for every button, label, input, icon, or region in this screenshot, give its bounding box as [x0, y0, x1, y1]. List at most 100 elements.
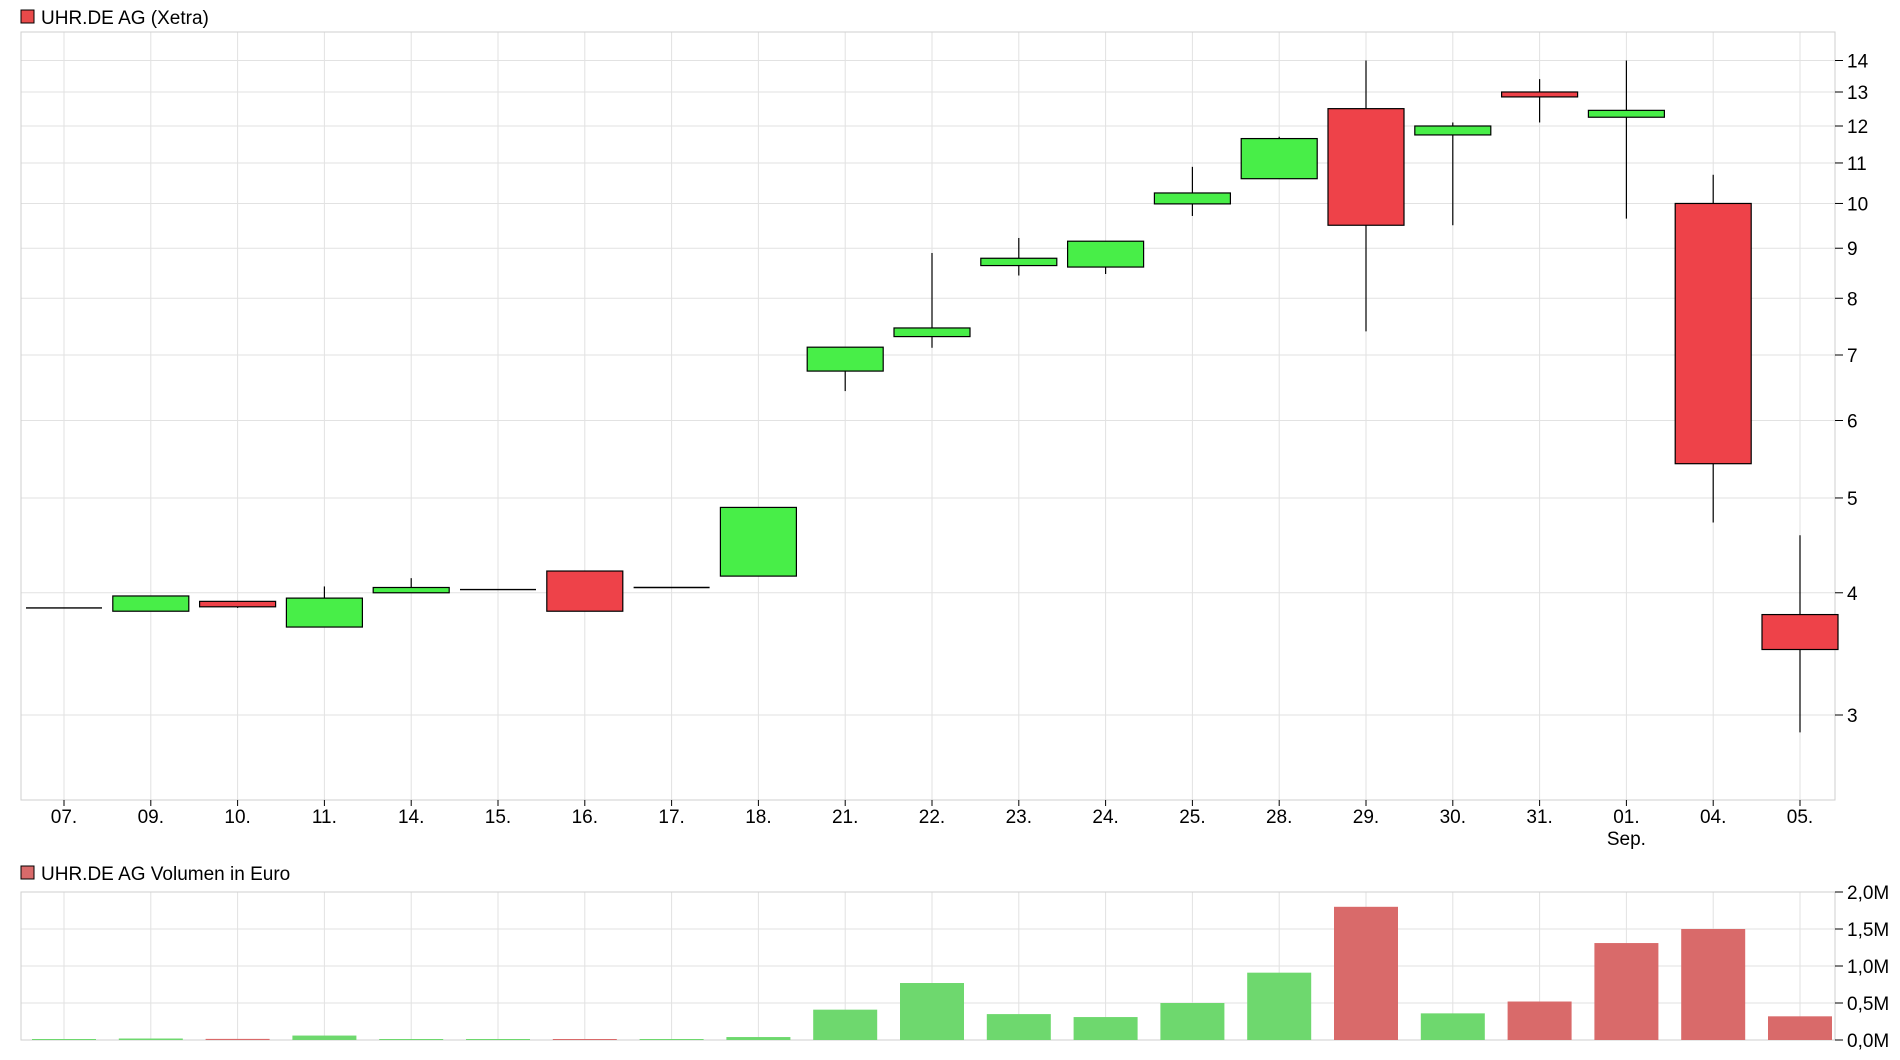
candle-body — [112, 595, 190, 612]
price-chart-title: UHR.DE AG (Xetra) — [41, 8, 209, 29]
price-y-tick-label: 11 — [1847, 154, 1867, 175]
price-y-tick-label: 6 — [1847, 411, 1858, 432]
volume-bar — [379, 1039, 444, 1040]
candle-body — [1761, 613, 1839, 651]
volume-bar-series — [32, 906, 1832, 1040]
price-x-month-label: Sep. — [1607, 829, 1646, 850]
volume-bar — [1247, 972, 1312, 1040]
price-y-tick-label: 4 — [1847, 584, 1858, 605]
price-y-tick-label: 3 — [1847, 706, 1858, 727]
volume-y-tick-label: 0,5M — [1847, 994, 1889, 1015]
volume-bar — [32, 1039, 96, 1040]
candle — [806, 346, 884, 392]
candle-body — [199, 600, 277, 608]
candle — [1240, 136, 1318, 180]
price-x-tick-label: 31. — [1526, 807, 1552, 828]
price-x-tick-label: 23. — [1006, 807, 1032, 828]
price-x-tick-label: 15. — [485, 807, 511, 828]
volume-bar — [205, 1038, 270, 1040]
candle — [199, 600, 277, 608]
price-x-tick-label: 25. — [1179, 807, 1205, 828]
price-y-axis: 3 4 5 6 7 8 9 10 11 12 13 14 — [1835, 52, 1869, 727]
price-x-tick-label: 07. — [51, 807, 77, 828]
volume-bar — [1334, 906, 1398, 1040]
volume-y-tick-label: 2,0M — [1847, 883, 1889, 904]
volume-bar — [1768, 1016, 1832, 1040]
price-x-tick-label: 30. — [1440, 807, 1466, 828]
candle — [1153, 166, 1232, 216]
price-x-tick-label: 21. — [832, 807, 858, 828]
candle — [285, 586, 363, 628]
candle-body — [980, 257, 1058, 267]
candle-body — [1500, 91, 1579, 98]
candle-body — [285, 597, 363, 628]
price-y-tick-label: 10 — [1847, 194, 1868, 215]
candle-body — [1587, 109, 1666, 118]
candle — [546, 570, 624, 612]
candle-body — [893, 327, 971, 338]
price-x-tick-label: 05. — [1787, 807, 1813, 828]
volume-bar — [986, 1014, 1051, 1040]
candle — [1327, 60, 1405, 332]
price-x-tick-label: 01. — [1613, 807, 1639, 828]
volume-legend-swatch — [20, 865, 35, 880]
price-plot-frame — [20, 31, 1836, 801]
candle-body — [806, 346, 884, 372]
volume-y-tick-label: 0,0M — [1847, 1031, 1889, 1052]
price-y-tick-label: 12 — [1847, 117, 1868, 138]
price-y-tick-label: 14 — [1847, 52, 1869, 73]
volume-bar — [466, 1039, 530, 1040]
volume-bar — [1073, 1017, 1138, 1040]
price-x-tick-label: 10. — [224, 807, 250, 828]
candle — [893, 252, 971, 348]
volume-bar — [118, 1038, 183, 1040]
candle-body — [1414, 125, 1492, 136]
candle — [1066, 240, 1145, 275]
volume-legend: UHR.DE AG Volumen in Euro — [20, 864, 290, 885]
candle — [1414, 122, 1492, 226]
volume-bar — [900, 983, 964, 1040]
volume-bar — [1507, 1001, 1572, 1040]
candle-body — [1240, 137, 1318, 180]
volume-bar — [639, 1039, 704, 1040]
price-y-tick-label: 5 — [1847, 489, 1858, 510]
price-y-tick-label: 9 — [1847, 239, 1858, 260]
candle-body — [1066, 240, 1145, 268]
price-x-tick-label: 18. — [745, 807, 771, 828]
candle-body — [372, 586, 450, 594]
price-y-tick-label: 7 — [1847, 346, 1858, 367]
price-x-tick-label: 24. — [1092, 807, 1118, 828]
volume-y-tick-label: 1,0M — [1847, 957, 1889, 978]
candlestick-series — [26, 60, 1839, 733]
volume-bar — [1420, 1013, 1485, 1040]
candle-body — [1153, 192, 1232, 205]
volume-bar — [1594, 943, 1659, 1040]
price-x-tick-label: 11. — [312, 807, 337, 828]
volume-bar — [1681, 929, 1746, 1040]
price-x-tick-label: 09. — [138, 807, 164, 828]
candle — [1500, 79, 1579, 123]
candle-body — [719, 506, 798, 577]
volume-y-axis: 0,0M 0,5M 1,0M 1,5M 2,0M — [1835, 883, 1889, 1052]
candle — [1587, 60, 1666, 219]
price-legend: UHR.DE AG (Xetra) — [20, 8, 209, 29]
volume-chart-title: UHR.DE AG Volumen in Euro — [41, 864, 290, 885]
candle — [112, 595, 190, 612]
candle — [1674, 174, 1752, 523]
price-x-tick-label: 28. — [1266, 807, 1292, 828]
price-x-tick-label: 04. — [1700, 807, 1726, 828]
price-x-tick-label: 29. — [1353, 807, 1379, 828]
candle — [1761, 535, 1839, 733]
price-x-tick-label: 14. — [398, 807, 424, 828]
price-legend-swatch — [20, 9, 35, 24]
candle-body — [1674, 202, 1752, 465]
candle — [372, 578, 450, 594]
price-x-tick-label: 16. — [572, 807, 598, 828]
price-y-tick-label: 8 — [1847, 289, 1858, 310]
volume-bar — [292, 1035, 357, 1040]
price-x-axis: 07. 09. 10. 11. 14. 15. 16. 17. 18. 21. 22. 23. 24. 2… — [51, 800, 1813, 850]
volume-bar — [1160, 1003, 1225, 1040]
price-x-tick-label: 22. — [919, 807, 945, 828]
volume-bar — [813, 1009, 878, 1040]
